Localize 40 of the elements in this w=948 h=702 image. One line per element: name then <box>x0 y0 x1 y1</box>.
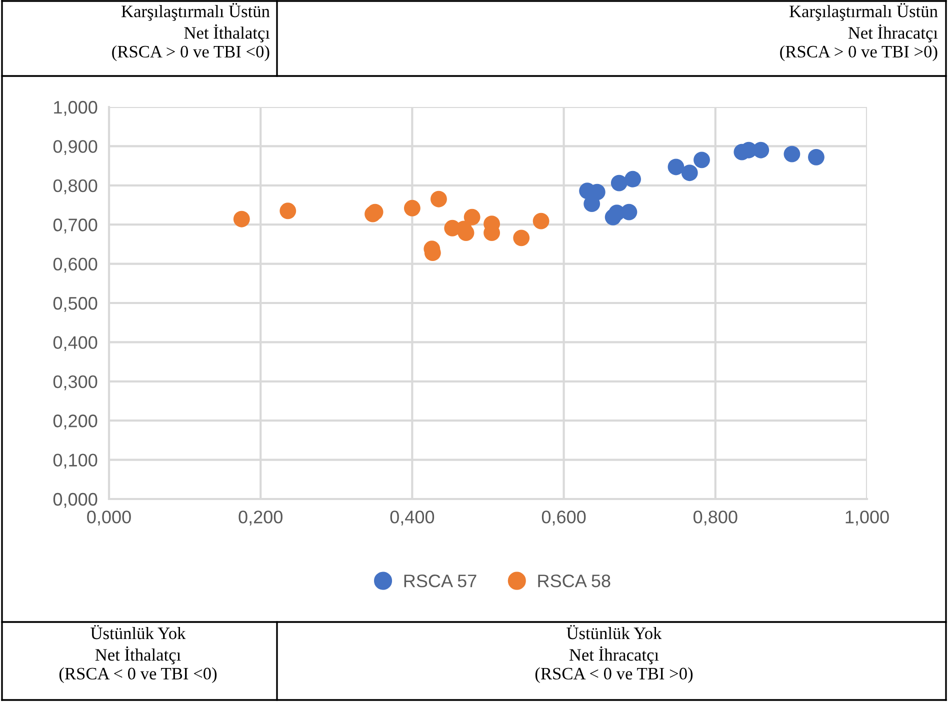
x-tick-label: 1,000 <box>846 510 889 526</box>
text: Üstünlük Yok Net İhracatçı (RSCA < 0 ve TBI >0) <box>535 624 693 684</box>
point <box>464 208 480 226</box>
y-tick-label: 0,900 <box>53 140 98 156</box>
y-tick-label: 0,600 <box>53 258 98 273</box>
y-tick-label: 0,100 <box>53 454 98 469</box>
point <box>620 204 638 220</box>
text: Üstünlük Yok Net İthalatçı (RSCA < 0 ve TBI <0) <box>59 624 217 684</box>
point <box>808 148 824 166</box>
legend-label: RSCA 57 <box>404 574 476 588</box>
y-tick-label: 0,800 <box>53 179 98 194</box>
legend-label: RSCA 58 <box>538 574 610 588</box>
point <box>513 230 530 246</box>
point <box>668 158 684 176</box>
point <box>458 224 474 242</box>
point <box>784 146 800 162</box>
x-tick-label: 0,000 <box>87 510 131 526</box>
point <box>624 170 641 188</box>
x-tick-label: 0,400 <box>390 510 434 526</box>
y-tick-label: 1,000 <box>54 100 98 116</box>
text: Karşılaştırmalı Üstün Net İhracatçı (RSCA > 0 ve TBI >0) <box>780 3 938 62</box>
y-tick-label: 0,200 <box>53 414 98 430</box>
point <box>430 190 447 208</box>
point <box>233 210 250 228</box>
point <box>280 202 296 220</box>
point <box>681 164 698 182</box>
y-tick-label: 0,400 <box>53 336 98 352</box>
point <box>532 212 550 230</box>
y-tick-label: 0,000 <box>53 492 98 508</box>
point <box>610 174 628 192</box>
y-tick-label: 0,300 <box>53 375 98 390</box>
text: Karşılaştırmalı Üstün Net İthalatçı (RSCA > 0 ve TBI <0) <box>112 3 270 62</box>
point <box>752 142 770 158</box>
x-tick-label: 0,600 <box>542 510 586 526</box>
y-tick-label: 0,700 <box>53 218 98 234</box>
x-tick-label: 0,800 <box>694 510 738 526</box>
point <box>404 200 420 216</box>
y-tick-label: 0,500 <box>53 296 98 312</box>
point <box>694 152 710 168</box>
x-tick-label: 0,200 <box>238 510 282 526</box>
